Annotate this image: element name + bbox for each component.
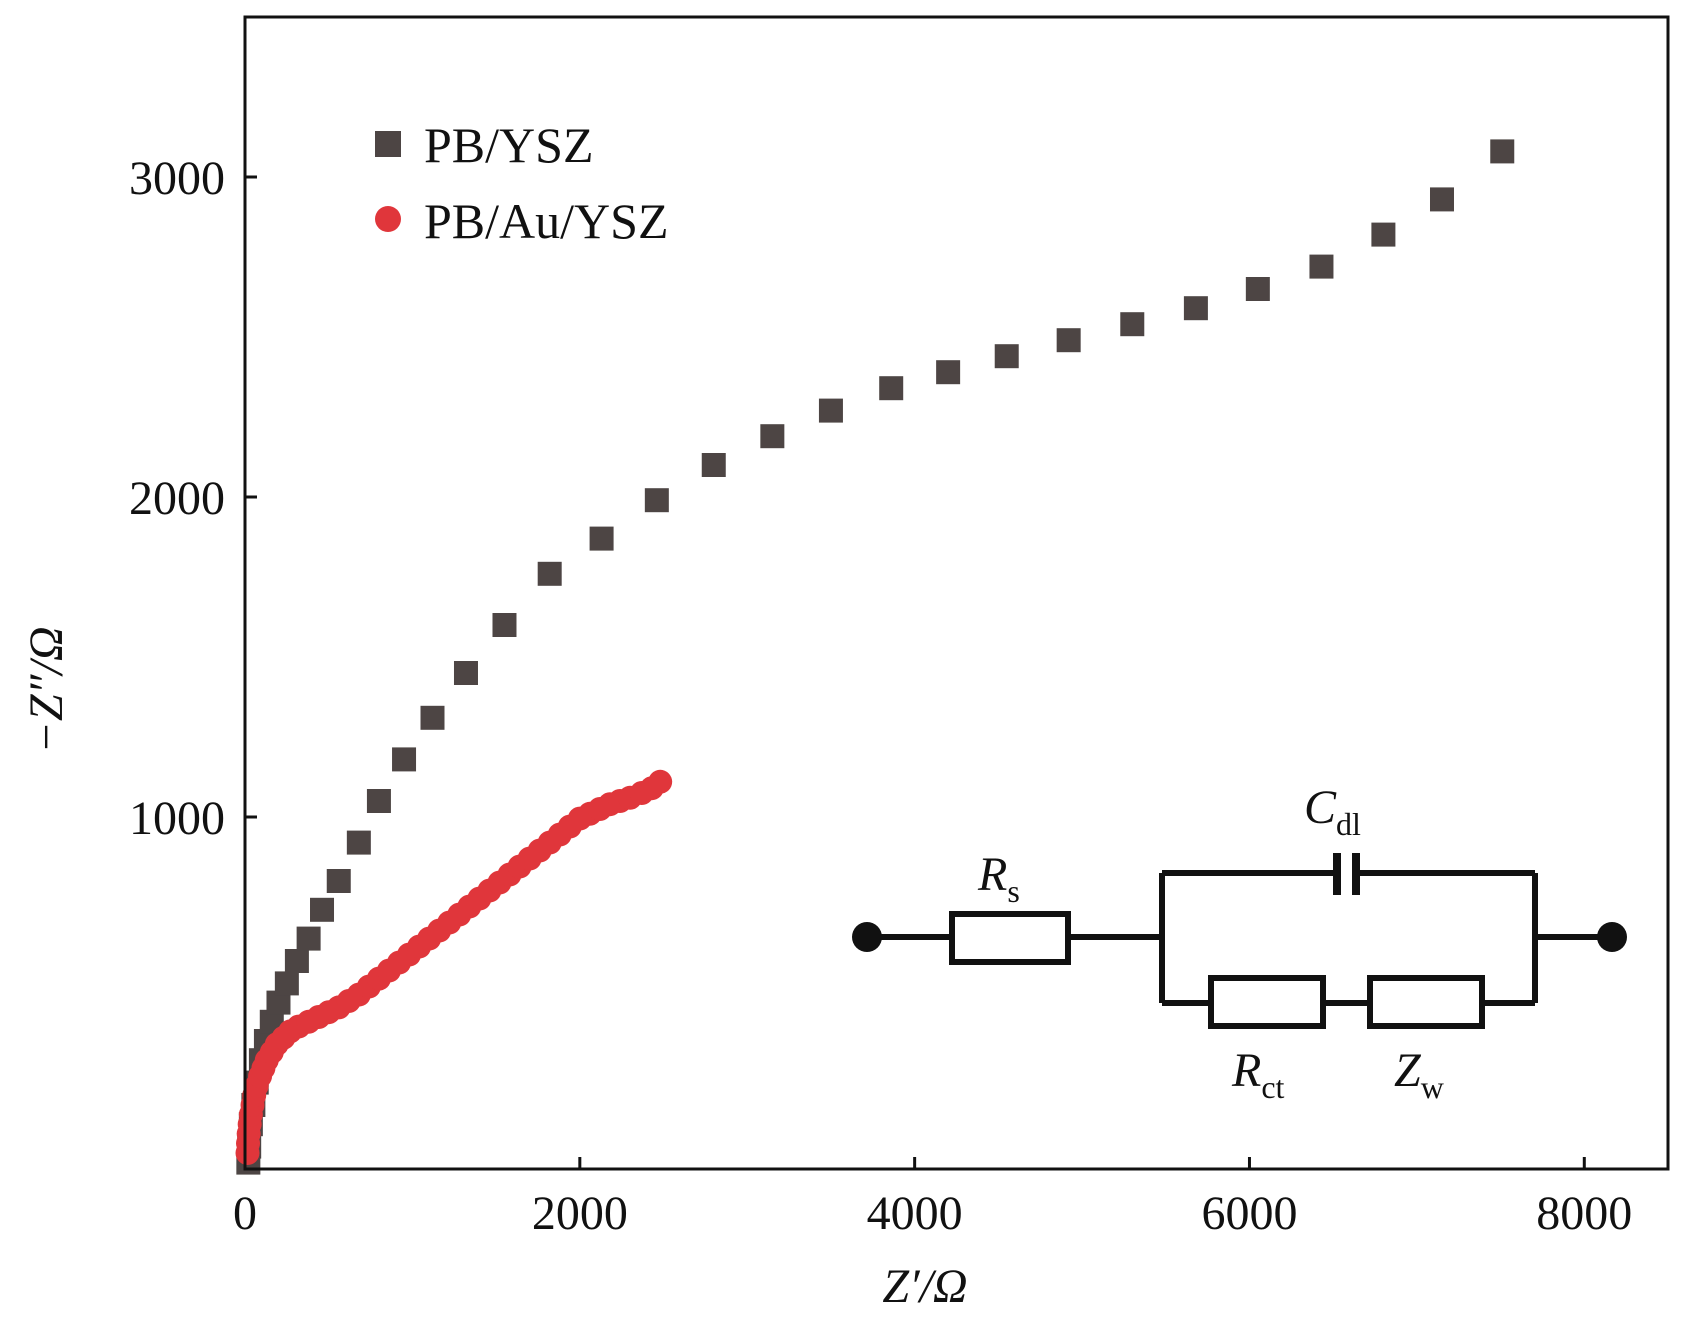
data-point-pb-ysz: [284, 949, 309, 973]
axis-ticks: 0 2000 4000 6000 8000 1000 2000 3000: [129, 152, 1632, 1240]
data-point-pb-ysz: [1120, 312, 1145, 337]
data-point-pb-ysz: [644, 488, 669, 513]
data-point-pb-au-ysz: [648, 769, 673, 794]
data-point-pb-ysz: [310, 897, 335, 922]
label-cdl-main: C: [1304, 781, 1337, 834]
x-tick-label: 0: [233, 1187, 257, 1240]
data-point-pb-ysz: [492, 613, 517, 637]
label-rct-sub: ct: [1261, 1069, 1284, 1105]
label-cdl: Cdl: [1304, 781, 1361, 842]
capacitor-cdl: [1333, 853, 1360, 895]
data-point-pb-ysz: [537, 561, 562, 586]
label-zw: Zw: [1394, 1044, 1444, 1105]
data-point-pb-ysz: [274, 971, 299, 996]
data-point-pb-ysz: [420, 705, 445, 730]
data-point-pb-ysz: [1371, 222, 1396, 247]
plot-frame: [243, 15, 1670, 1171]
y-tick-label: 1000: [129, 792, 225, 845]
x-tick-label: 6000: [1201, 1187, 1297, 1240]
data-point-pb-ysz: [453, 661, 478, 685]
data-point-pb-ysz: [346, 830, 371, 855]
data-point-pb-ysz: [366, 789, 391, 813]
data-point-pb-ysz: [879, 376, 904, 401]
data-point-pb-ysz: [994, 344, 1019, 369]
resistor-rs: [949, 911, 1071, 965]
data-point-pb-ysz: [1183, 296, 1208, 321]
data-point-pb-ysz: [1490, 139, 1515, 164]
x-tick-label: 4000: [867, 1187, 963, 1240]
y-tick-label: 3000: [129, 152, 225, 205]
data-point-pb-ysz: [818, 398, 843, 423]
plot-area: [235, 139, 1515, 1175]
legend: PB/YSZ PB/Au/YSZ: [375, 117, 669, 249]
data-point-pb-ysz: [326, 869, 351, 893]
label-rs: Rs: [977, 848, 1020, 909]
data-point-pb-ysz: [1245, 277, 1270, 301]
resistor-rct: [1208, 975, 1326, 1029]
label-rct-main: R: [1231, 1044, 1261, 1097]
x-axis-title: Z′/Ω: [882, 1260, 967, 1313]
data-point-pb-ysz: [296, 926, 321, 951]
data-point-pb-ysz: [589, 526, 614, 551]
label-rs-sub: s: [1007, 873, 1019, 909]
legend-marker-pb-au-ysz: [375, 206, 401, 232]
y-tick-label: 2000: [129, 472, 225, 525]
x-tick-label: 2000: [532, 1187, 628, 1240]
y-axis-title: −Z″/Ω: [20, 626, 73, 753]
data-point-pb-ysz: [1309, 254, 1334, 279]
data-point-pb-ysz: [1056, 328, 1081, 353]
warburg-element-zw: [1367, 975, 1485, 1029]
circuit-wires: [867, 870, 1612, 1006]
data-point-pb-ysz: [1429, 187, 1454, 212]
data-point-pb-ysz: [392, 747, 417, 772]
label-zw-sub: w: [1421, 1069, 1444, 1105]
legend-label-pb-ysz: PB/YSZ: [424, 117, 594, 173]
data-point-pb-ysz: [701, 453, 726, 477]
equivalent-circuit-inset: [852, 853, 1627, 1029]
label-zw-main: Z: [1394, 1044, 1422, 1097]
legend-label-pb-au-ysz: PB/Au/YSZ: [424, 193, 669, 249]
legend-marker-pb-ysz: [375, 131, 401, 157]
label-rs-main: R: [977, 848, 1007, 901]
label-cdl-sub: dl: [1336, 806, 1361, 842]
data-point-pb-ysz: [936, 360, 961, 385]
label-rct: Rct: [1231, 1044, 1285, 1105]
x-tick-label: 8000: [1536, 1187, 1632, 1240]
data-point-pb-ysz: [760, 424, 785, 449]
